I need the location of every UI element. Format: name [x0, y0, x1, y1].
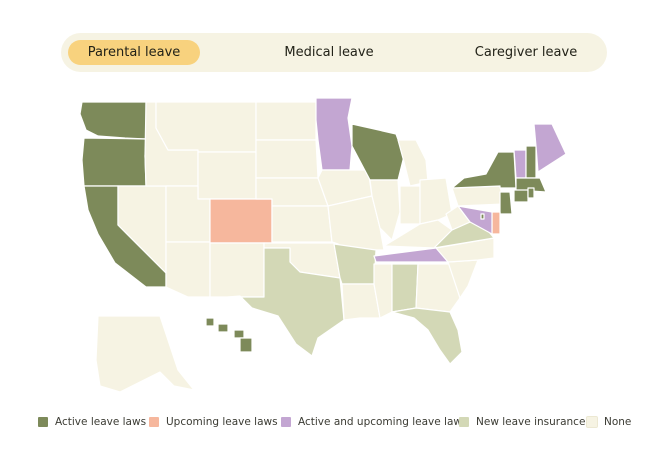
- state-ga[interactable]: [415, 263, 461, 313]
- legend-swatch-upcoming: [149, 417, 159, 427]
- state-wa[interactable]: [79, 101, 147, 140]
- state-ar[interactable]: [333, 243, 377, 285]
- legend-swatch-active: [38, 417, 48, 427]
- state-la[interactable]: [341, 283, 381, 321]
- state-mn[interactable]: [315, 97, 353, 171]
- state-de[interactable]: [491, 211, 501, 235]
- tab-caregiver-leave[interactable]: Caregiver leave: [474, 45, 578, 60]
- state-tx[interactable]: [227, 247, 345, 357]
- state-oh[interactable]: [419, 177, 453, 225]
- state-nm[interactable]: [209, 242, 265, 298]
- state-nd[interactable]: [255, 101, 317, 141]
- state-az[interactable]: [165, 241, 211, 298]
- state-al[interactable]: [391, 263, 419, 313]
- legend-swatch-insurance: [459, 417, 469, 427]
- state-ct[interactable]: [513, 189, 529, 203]
- state-ny[interactable]: [451, 151, 517, 189]
- state-il[interactable]: [369, 179, 401, 241]
- state-me[interactable]: [533, 123, 567, 173]
- state-ma[interactable]: [515, 177, 547, 193]
- legend-label-active-upcoming: Active and upcoming leave laws: [298, 416, 468, 428]
- legend-swatch-active-upcoming: [281, 417, 291, 427]
- state-ak[interactable]: [95, 315, 195, 393]
- state-ms[interactable]: [373, 263, 393, 319]
- state-dc[interactable]: [480, 213, 485, 220]
- tab-parental-leave[interactable]: Parental leave: [68, 40, 200, 65]
- state-hi-island-2[interactable]: [217, 323, 229, 333]
- state-co[interactable]: [209, 198, 273, 244]
- legend-label-active: Active leave laws: [55, 416, 147, 428]
- state-fl[interactable]: [391, 307, 463, 365]
- legend-label-upcoming: Upcoming leave laws: [166, 416, 278, 428]
- tab-medical-leave[interactable]: Medical leave: [284, 45, 374, 60]
- legend-label-none: None: [604, 416, 632, 428]
- state-ks[interactable]: [271, 205, 333, 243]
- state-wy[interactable]: [197, 151, 257, 200]
- state-pa[interactable]: [451, 185, 505, 207]
- map-legend: Active leave laws Upcoming leave laws Ac…: [38, 414, 638, 430]
- state-nh[interactable]: [525, 145, 537, 179]
- state-ri[interactable]: [527, 187, 535, 199]
- state-hi-island-3[interactable]: [233, 329, 245, 339]
- leave-type-tabs: Parental leave Medical leave Caregiver l…: [61, 33, 607, 72]
- state-vt[interactable]: [513, 149, 527, 179]
- state-ky[interactable]: [383, 219, 453, 249]
- state-in[interactable]: [399, 185, 421, 225]
- state-md[interactable]: [457, 205, 493, 235]
- state-mt[interactable]: [155, 101, 257, 153]
- state-sd[interactable]: [255, 139, 319, 179]
- state-or[interactable]: [81, 137, 147, 187]
- legend-label-insurance: New leave insurance: [476, 416, 586, 428]
- legend-swatch-none: [586, 416, 598, 428]
- state-nj[interactable]: [499, 191, 513, 215]
- state-hi-island-1[interactable]: [205, 317, 215, 327]
- state-hi-island-4[interactable]: [239, 337, 253, 353]
